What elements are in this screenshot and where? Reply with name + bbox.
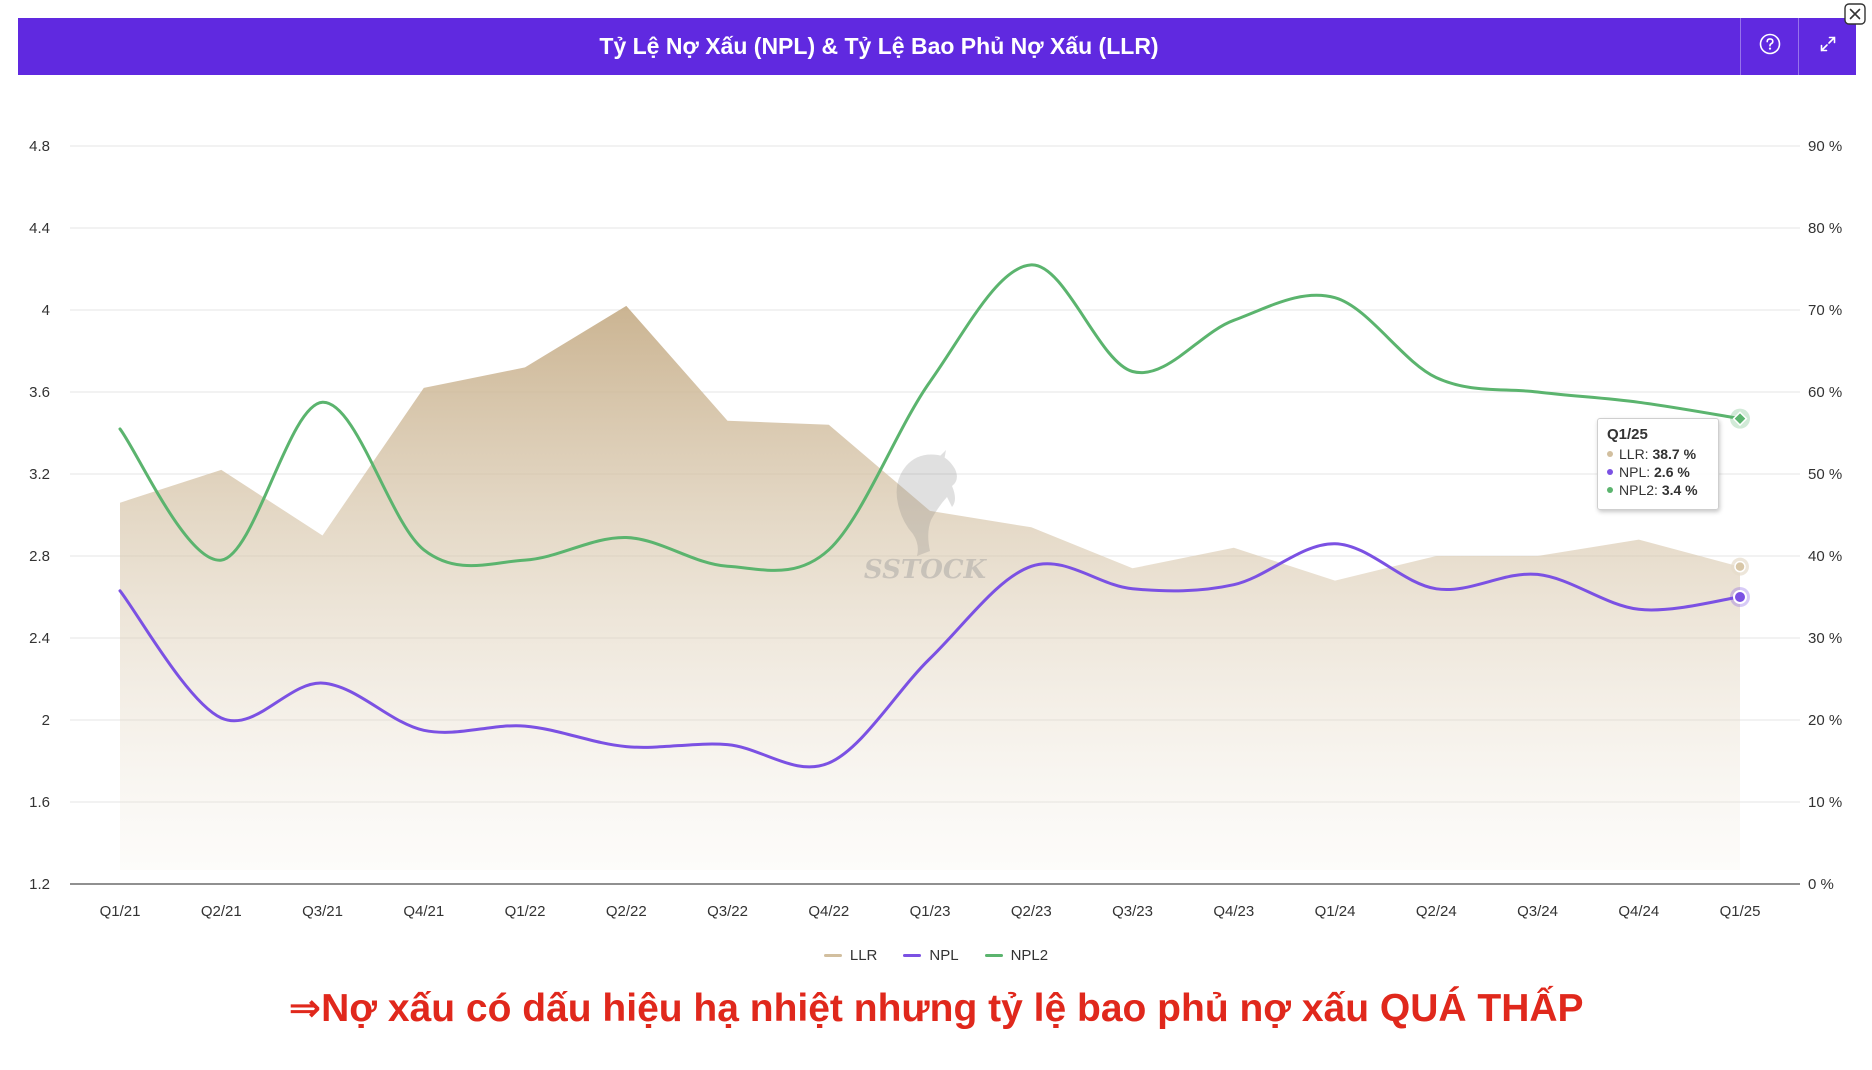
x-axis-tick-label: Q4/21: [403, 903, 444, 920]
llr-hover-point: [1734, 560, 1746, 573]
left-axis-tick-label: 4: [42, 302, 50, 319]
x-axis-tick-label: Q3/21: [302, 903, 343, 920]
chart-tooltip: Q1/25 LLR: 38.7 % NPL: 2.6 % NPL2: 3.4 %: [1597, 418, 1719, 510]
x-axis-tick-label: Q1/21: [100, 903, 141, 920]
watermark: SSTOCK: [864, 450, 988, 585]
x-axis-tick-label: Q2/23: [1011, 903, 1052, 920]
right-axis-tick-label: 40 %: [1808, 548, 1842, 565]
left-axis: 1.2 1.6 2 2.4 2.8 3.2 3.6 4 4.4 4.8: [29, 138, 50, 893]
conclusion-text: Nợ xấu có dấu hiệu hạ nhiệt nhưng tỷ lệ …: [321, 987, 1584, 1030]
tooltip-row-npl: NPL: 2.6 %: [1607, 463, 1709, 481]
conclusion-arrow: ⇒: [288, 987, 322, 1030]
right-axis-tick-label: 60 %: [1808, 384, 1842, 401]
npl2-line: [118, 263, 1742, 572]
left-axis-tick-label: 2.8: [29, 548, 50, 565]
tooltip-title: Q1/25: [1607, 426, 1648, 443]
left-axis-tick-label: 4.4: [29, 220, 50, 237]
x-axis-tick-label: Q1/24: [1315, 903, 1356, 920]
x-axis-tick-label: Q4/22: [808, 903, 849, 920]
left-axis-tick-label: 2: [42, 712, 50, 729]
legend-label-npl: NPL: [929, 946, 959, 964]
line-series: [118, 263, 1742, 769]
tooltip-value-npl: 2.6 %: [1654, 464, 1690, 480]
tooltip-value-llr: 38.7 %: [1652, 446, 1697, 462]
conclusion-callout: ⇒Nợ xấu có dấu hiệu hạ nhiệt nhưng tỷ lệ…: [0, 982, 1872, 1036]
left-axis-tick-label: 4.8: [29, 138, 50, 155]
legend-swatch-llr: [823, 953, 842, 957]
tooltip-dot-npl2: [1607, 487, 1613, 493]
tooltip-label-npl2: NPL2:: [1619, 482, 1658, 498]
left-axis-tick-label: 2.4: [29, 630, 50, 647]
left-axis-tick-label: 1.6: [29, 794, 50, 811]
x-axis-tick-label: Q4/24: [1618, 903, 1659, 920]
left-axis-tick-label: 3.6: [29, 384, 50, 401]
x-axis-tick-label: Q4/23: [1213, 903, 1254, 920]
left-axis-tick-label: 3.2: [29, 466, 50, 483]
npl2-hover-point: [1732, 411, 1748, 427]
llr-area: [120, 305, 1740, 870]
legend-item-npl[interactable]: NPL: [903, 946, 959, 964]
right-axis-tick-label: 30 %: [1808, 630, 1842, 647]
x-axis-tick-label: Q1/23: [910, 903, 951, 920]
tooltip-dot-npl: [1607, 469, 1613, 475]
right-axis-tick-label: 0 %: [1808, 876, 1834, 893]
legend-item-llr[interactable]: LLR: [823, 946, 878, 964]
left-axis-tick-label: 1.2: [29, 876, 50, 893]
tooltip-dot-llr: [1607, 451, 1613, 457]
chart-title: Tỷ Lệ Nợ Xấu (NPL) & Tỷ Lệ Bao Phủ Nợ Xấ…: [599, 33, 1159, 59]
expand-button[interactable]: [1798, 18, 1856, 75]
x-axis-tick-label: Q2/24: [1416, 903, 1457, 920]
x-axis-tick-label: Q2/21: [201, 903, 242, 920]
x-axis-tick-label: Q3/23: [1112, 903, 1153, 920]
tooltip-value-npl2: 3.4 %: [1661, 482, 1698, 498]
tooltip-row-npl2: NPL2: 3.4 %: [1607, 481, 1709, 499]
horse-head-logo: [896, 450, 957, 556]
legend-label-llr: LLR: [849, 946, 878, 964]
legend-swatch-npl: [903, 953, 922, 957]
legend-label-npl2: NPL2: [1010, 946, 1049, 964]
right-axis-tick-label: 10 %: [1808, 794, 1842, 811]
chart-legend: LLR NPL NPL2: [0, 944, 1872, 966]
right-axis-tick-label: 80 %: [1808, 220, 1842, 237]
chart-header: Tỷ Lệ Nợ Xấu (NPL) & Tỷ Lệ Bao Phủ Nợ Xấ…: [18, 18, 1856, 75]
x-axis: Q1/21 Q2/21 Q3/21 Q4/21 Q1/22 Q2/22 Q3/22 Q4/22…: [100, 903, 1761, 920]
x-axis-tick-label: Q3/24: [1517, 903, 1558, 920]
right-axis-tick-label: 70 %: [1808, 302, 1842, 319]
tooltip-label-llr: LLR:: [1619, 446, 1649, 462]
right-axis-tick-label: 20 %: [1808, 712, 1842, 729]
x-axis-tick-label: Q2/22: [606, 903, 647, 920]
right-axis: 0 % 10 % 20 % 30 % 40 % 50 % 60 % 70 % 80 % 90 %: [1808, 138, 1842, 893]
x-axis-tick-label: Q1/25: [1720, 903, 1761, 920]
legend-item-npl2[interactable]: NPL2: [984, 946, 1049, 964]
close-button[interactable]: [1843, 2, 1867, 30]
help-button[interactable]: [1740, 18, 1798, 75]
npl-line: [118, 542, 1742, 769]
question-circle-icon: [1759, 33, 1781, 60]
npl-hover-point: [1733, 590, 1747, 604]
x-axis-tick-label: Q1/22: [505, 903, 546, 920]
hover-markers: [1730, 408, 1750, 607]
tooltip-row-llr: LLR: 38.7 %: [1607, 445, 1709, 463]
watermark-text: SSTOCK: [864, 555, 988, 585]
right-axis-tick-label: 90 %: [1808, 138, 1842, 155]
close-icon: [1844, 2, 1866, 30]
right-axis-tick-label: 50 %: [1808, 466, 1842, 483]
x-axis-tick-label: Q3/22: [707, 903, 748, 920]
expand-arrows-icon: [1819, 35, 1837, 58]
tooltip-label-npl: NPL:: [1619, 464, 1651, 480]
llr-area-series: [120, 305, 1740, 870]
legend-swatch-npl2: [984, 953, 1003, 957]
